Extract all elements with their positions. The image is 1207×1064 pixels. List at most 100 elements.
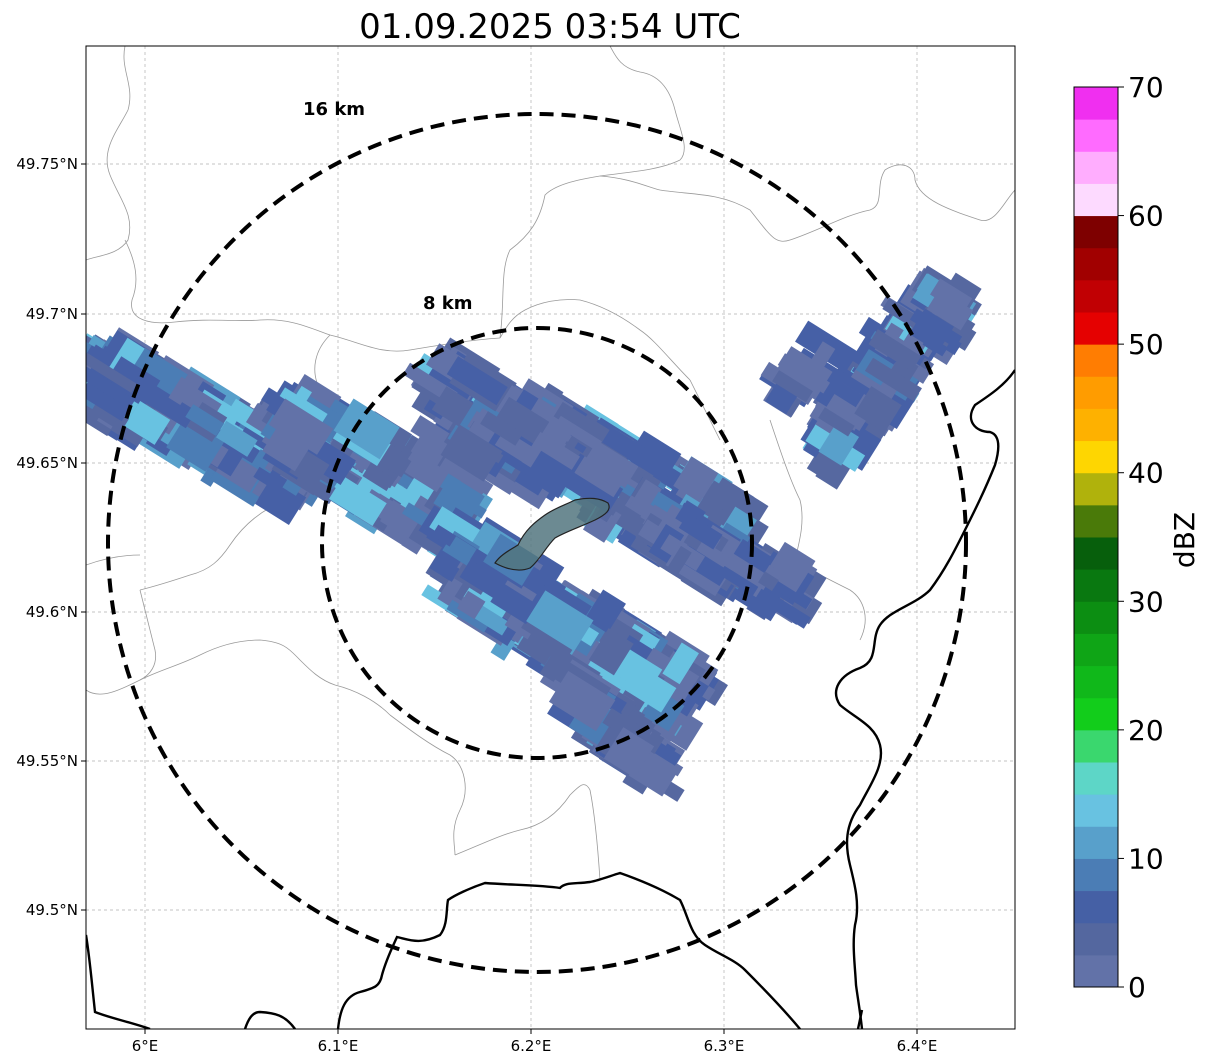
echo-cell xyxy=(86,391,105,423)
echo-cell xyxy=(524,450,575,499)
x-tick: 6.1°E xyxy=(318,1029,359,1055)
echo-cell xyxy=(440,424,503,482)
map-frame xyxy=(85,45,1016,1030)
echo-cell xyxy=(215,420,258,457)
echo-cell xyxy=(854,386,902,433)
colorbar-frame xyxy=(1073,86,1119,988)
x-tick-label: 6.1°E xyxy=(318,1037,359,1055)
echo-cell xyxy=(490,582,538,625)
colorbar-segment xyxy=(1074,729,1118,763)
colorbar-tick: 60 xyxy=(1118,200,1164,233)
echo-cell xyxy=(758,571,779,592)
echo-cell xyxy=(410,415,455,453)
colorbar-segment xyxy=(1074,183,1118,217)
echo-cell xyxy=(675,507,698,528)
echo-cell xyxy=(601,426,646,464)
colorbar-segment xyxy=(1074,922,1118,956)
echo-cell xyxy=(166,417,225,472)
range-ring-label-16km: 16 km xyxy=(303,99,365,120)
echo-cell xyxy=(673,456,719,503)
echo-cell xyxy=(124,401,171,445)
echo-cell xyxy=(662,642,699,685)
echo-cell xyxy=(126,347,188,404)
echo-cell xyxy=(926,289,974,331)
colorbar-segment xyxy=(1074,569,1118,602)
y-tick: 49.75°N xyxy=(16,155,86,173)
echo-cell xyxy=(603,727,655,778)
echo-cell xyxy=(86,385,99,410)
echo-cell xyxy=(254,476,307,525)
y-tick-label: 49.6°N xyxy=(26,603,78,621)
colorbar-segment xyxy=(1074,472,1118,506)
colorbar-segment xyxy=(1074,247,1118,281)
colorbar-segment xyxy=(1074,344,1118,377)
colorbar-tick-label: 30 xyxy=(1128,585,1164,618)
colorbar-segment xyxy=(1074,215,1118,249)
colorbar-segment xyxy=(1074,151,1118,184)
x-axis-ticks: 6°E 6.1°E 6.2°E 6.3°E 6.4°E xyxy=(132,1029,938,1055)
colorbar-tick: 0 xyxy=(1118,971,1146,1004)
echo-cell xyxy=(446,599,490,633)
echo-cell xyxy=(89,344,119,369)
echo-cell xyxy=(621,663,677,713)
echo-cell xyxy=(588,628,634,676)
echo-cell xyxy=(548,670,616,732)
echo-cell xyxy=(433,475,485,525)
center-feature-polygon xyxy=(494,497,610,571)
colorbar-tick: 10 xyxy=(1118,842,1164,875)
echo-cell xyxy=(185,404,225,437)
country-borders xyxy=(86,369,1015,1029)
echo-cell xyxy=(868,329,921,371)
colorbar-segment xyxy=(1074,858,1118,892)
colorbar-tick-label: 50 xyxy=(1128,328,1164,361)
colorbar-segment xyxy=(1074,826,1118,859)
colorbar-tick: 30 xyxy=(1118,585,1164,618)
echo-cell xyxy=(523,397,579,448)
y-axis-ticks: 49.75°N 49.7°N 49.65°N 49.6°N 49.55°N 49.5°N xyxy=(16,155,86,919)
echo-cell xyxy=(333,398,400,460)
echo-cell xyxy=(818,407,855,437)
colorbar-segment xyxy=(1074,504,1118,538)
colorbar-tick-label: 10 xyxy=(1128,842,1164,875)
colorbar-tick-label: 0 xyxy=(1128,971,1146,1004)
echo-cell xyxy=(86,352,137,393)
echo-cell xyxy=(484,453,507,478)
y-tick-label: 49.55°N xyxy=(16,752,78,770)
echo-cell xyxy=(262,419,315,472)
colorbar-tick: 20 xyxy=(1118,714,1164,747)
colorbar-label: dBZ xyxy=(1168,512,1201,568)
echo-cell xyxy=(574,456,624,498)
x-tick: 6.4°E xyxy=(897,1029,938,1055)
colorbar-tick-label: 40 xyxy=(1128,457,1164,490)
colorbar-segment xyxy=(1074,408,1118,442)
echo-cell xyxy=(773,346,833,400)
y-tick-label: 49.7°N xyxy=(26,305,78,323)
range-rings xyxy=(106,112,968,974)
echo-cell xyxy=(494,396,550,445)
colorbar-segment xyxy=(1074,665,1118,699)
y-tick: 49.65°N xyxy=(16,454,86,472)
x-tick-label: 6.4°E xyxy=(897,1037,938,1055)
echo-cell xyxy=(733,539,774,573)
x-tick-label: 6.2°E xyxy=(511,1037,552,1055)
echo-cell xyxy=(457,590,486,620)
echo-cell xyxy=(480,411,524,446)
colorbar-segment xyxy=(1074,537,1118,570)
echo-cell xyxy=(584,589,626,634)
colorbar-tick: 40 xyxy=(1118,457,1164,490)
echo-cell xyxy=(909,308,954,353)
echo-cell xyxy=(772,370,813,403)
echo-cell xyxy=(626,430,682,483)
echo-cell xyxy=(168,376,194,406)
y-tick: 49.6°N xyxy=(26,603,86,621)
colorbar-segment xyxy=(1074,697,1118,731)
radar-echoes xyxy=(86,265,982,802)
colorbar xyxy=(1074,87,1118,988)
echo-cell xyxy=(431,386,474,427)
echo-cell xyxy=(554,415,602,451)
echo-cell xyxy=(401,450,449,493)
colorbar-segment xyxy=(1074,87,1118,120)
echo-cell xyxy=(629,479,662,516)
x-tick: 6.2°E xyxy=(511,1029,552,1055)
echo-cell xyxy=(805,341,836,378)
